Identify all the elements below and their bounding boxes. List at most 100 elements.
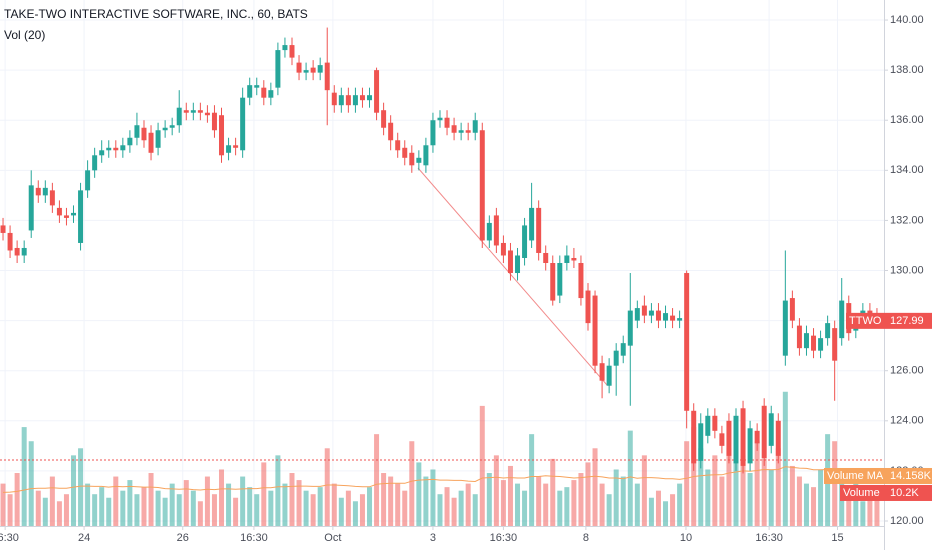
candle-body (169, 125, 175, 128)
volume-bar (359, 494, 365, 526)
candle-body (127, 137, 133, 146)
volume-bar (571, 480, 577, 526)
volume-layer (0, 391, 880, 526)
candle-body (324, 62, 330, 91)
candle-body (289, 45, 295, 58)
volume-bar (803, 483, 809, 526)
candle-body (620, 343, 626, 356)
candle-body (670, 315, 676, 321)
candle-body (606, 365, 612, 386)
x-tick-label: 16:30 (240, 532, 268, 544)
candle-body (655, 310, 661, 321)
volume-bar (120, 490, 126, 526)
candle-body (486, 222, 492, 241)
volume-bar (310, 494, 316, 526)
y-tick-label: 134.00 (890, 164, 924, 176)
volume-bar (613, 469, 619, 526)
volume-bar (754, 441, 760, 526)
tag-name: TTWO (849, 315, 882, 327)
volume-bar (0, 483, 6, 526)
volume-bar (35, 490, 41, 526)
x-tick-label: 16:30 (490, 532, 518, 544)
volume-bar (655, 490, 661, 526)
volume-bar (352, 501, 358, 526)
volume-bar (268, 490, 274, 526)
volume-bar (599, 483, 605, 526)
candle-body (747, 428, 753, 464)
volume-bar (458, 490, 464, 526)
volume-bar (99, 487, 105, 526)
volume-bar (374, 434, 380, 526)
candle-body (226, 145, 232, 153)
volume-bar (789, 465, 795, 526)
candle-body (796, 325, 802, 349)
candle-body (599, 363, 605, 381)
volume-bar (303, 490, 309, 526)
candle-body (388, 122, 394, 141)
candle-body (183, 110, 189, 113)
candle-body (430, 120, 436, 146)
candle-body (395, 140, 401, 151)
candle-body (775, 420, 781, 456)
candle-body (268, 90, 274, 98)
candle-body (296, 62, 302, 73)
candle-body (691, 410, 697, 464)
volume-bar (564, 487, 570, 526)
volume-bar (261, 462, 267, 526)
y-tick-label: 124.00 (890, 415, 924, 427)
volume-bar (874, 489, 880, 526)
volume-bar (367, 487, 373, 526)
volume-bar (507, 465, 513, 526)
volume-bar (606, 494, 612, 526)
tag-value-box (884, 467, 932, 484)
candle-body (437, 117, 443, 121)
candle-body (141, 127, 147, 141)
volume-bar (677, 483, 683, 526)
candle-body (592, 295, 598, 366)
candle-body (35, 187, 41, 196)
candle-body (705, 415, 711, 436)
candle-body (677, 318, 683, 321)
volume-bar (402, 490, 408, 526)
candle-body (571, 257, 577, 261)
candle-body (451, 125, 457, 133)
x-tick-label: 15 (831, 532, 843, 544)
candle-body (374, 70, 380, 113)
candle-body (275, 50, 281, 88)
candle-body (500, 242, 506, 256)
candle-body (825, 323, 831, 339)
volume-bar (522, 490, 528, 526)
candle-body (21, 247, 27, 256)
candle-body (176, 107, 182, 126)
candle-body (648, 310, 654, 316)
x-tick-label: Oct (324, 532, 341, 544)
candle-body (465, 130, 471, 133)
volume-bar (782, 391, 788, 526)
x-tick-label: 16:30 (755, 532, 783, 544)
volume-bar (197, 501, 203, 526)
candle-body (78, 190, 84, 243)
x-tick-label: 8 (583, 532, 589, 544)
volume-bar (437, 494, 443, 526)
volume-bar (726, 448, 732, 526)
candle-body (472, 120, 478, 133)
x-tick-label: 16:30 (0, 532, 19, 544)
candle-body (557, 263, 563, 296)
y-tick-label: 120.00 (890, 515, 924, 527)
volume-bar (705, 469, 711, 526)
candle-body (310, 67, 316, 73)
volume-bar (21, 427, 27, 526)
volume-bar (430, 469, 436, 526)
candle-body (0, 225, 6, 233)
candle-body (839, 300, 845, 339)
volume-bar (670, 494, 676, 526)
candle-body (233, 145, 239, 148)
candle-body (317, 65, 323, 73)
volume-ma-line (2, 466, 878, 493)
candle-body (444, 117, 450, 128)
volume-bar (557, 490, 563, 526)
volume-bar (451, 497, 457, 526)
tag-name: Volume MA (827, 470, 884, 482)
candle-body (381, 110, 387, 128)
candle-body (811, 335, 817, 351)
